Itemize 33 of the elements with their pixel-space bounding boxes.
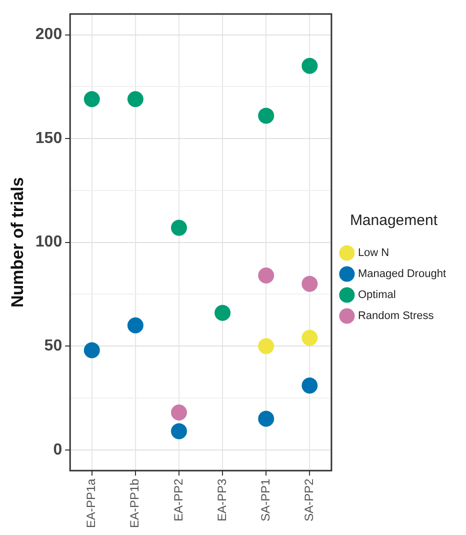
legend-label: Optimal	[358, 289, 396, 302]
y-tick-label: 0	[53, 441, 62, 458]
legend-label: Managed Drought	[358, 268, 446, 280]
point	[302, 276, 318, 292]
legend-label: Low N	[358, 247, 390, 260]
point	[302, 330, 318, 346]
x-tick-label: EA-PP1a	[84, 478, 98, 528]
x-tick-label: SA-PP1	[258, 478, 272, 522]
point	[258, 410, 274, 427]
x-tick-label: SA-PP2	[302, 478, 316, 522]
x-tick-label: EA-PP3	[214, 478, 229, 522]
point	[84, 91, 100, 108]
y-tick-label: 200	[35, 26, 62, 44]
point	[127, 91, 144, 108]
point	[302, 58, 318, 74]
point	[258, 108, 274, 124]
point	[214, 304, 231, 321]
point	[127, 317, 144, 334]
x-tick-label: EA-PP1b	[128, 478, 142, 528]
x-tick-label: EA-PP2	[171, 478, 186, 522]
legend-label: Random Stress	[358, 310, 434, 322]
y-tick-label: 50	[44, 338, 62, 355]
legend-title: Management	[350, 212, 438, 230]
point	[170, 404, 187, 421]
point	[84, 342, 100, 358]
point	[170, 423, 187, 440]
y-tick-label: 150	[35, 130, 62, 147]
y-tick-label: 100	[35, 234, 62, 251]
point	[170, 220, 187, 236]
point	[302, 378, 318, 394]
point	[258, 268, 274, 284]
y-axis-title: Number of trials	[8, 177, 27, 308]
point	[258, 338, 274, 354]
